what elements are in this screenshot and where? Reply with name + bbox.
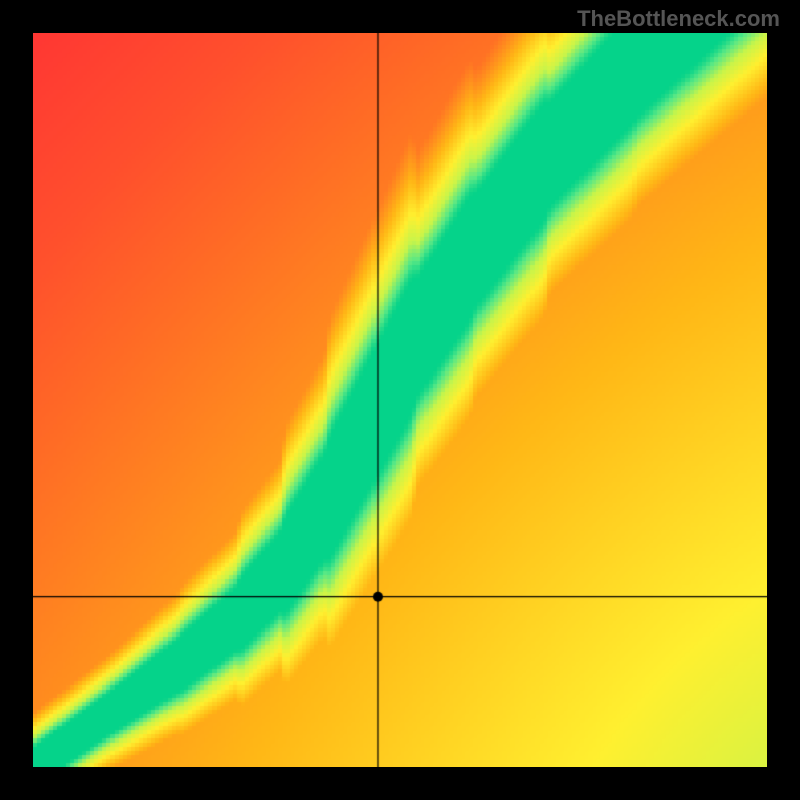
bottleneck-heatmap (33, 33, 767, 767)
chart-container: TheBottleneck.com (0, 0, 800, 800)
watermark-text: TheBottleneck.com (577, 6, 780, 32)
